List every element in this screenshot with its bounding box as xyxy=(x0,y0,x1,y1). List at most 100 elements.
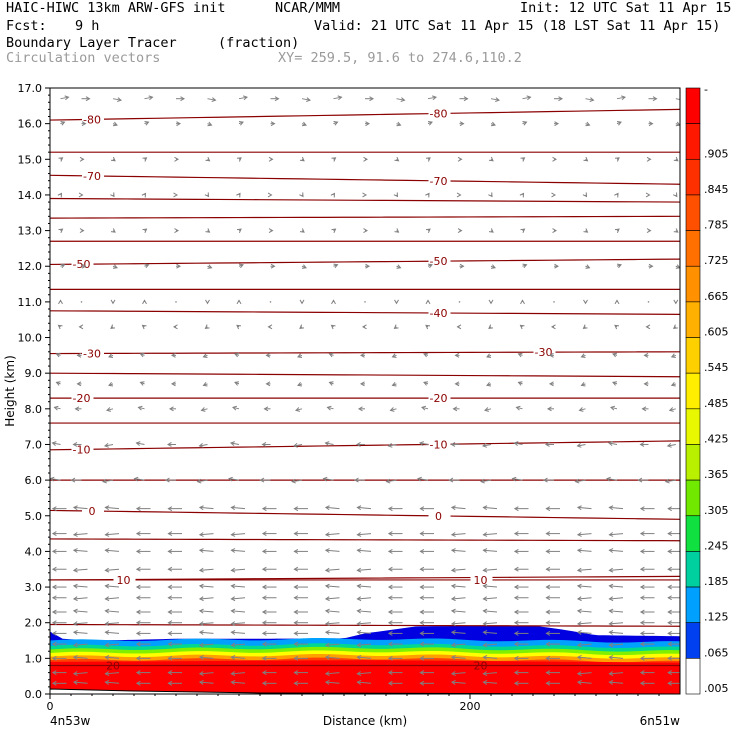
vector-arrow xyxy=(172,324,178,330)
vector-arrow xyxy=(639,670,655,676)
vector-arrow xyxy=(365,263,371,269)
contour-label: -20 xyxy=(430,392,448,405)
vector-arrow xyxy=(51,641,67,647)
vector-arrow xyxy=(576,583,592,589)
vector-arrow xyxy=(51,584,67,590)
y-tick-label: 14.0 xyxy=(18,189,43,202)
vector-arrow xyxy=(394,156,400,162)
vector-arrow xyxy=(301,97,311,102)
temperature-contour xyxy=(50,310,680,315)
vector-arrow xyxy=(356,608,372,614)
colorbar-segment xyxy=(685,230,701,267)
temperature-contour xyxy=(50,509,680,520)
colorbar-label: .245 xyxy=(704,539,729,552)
vector-arrow xyxy=(419,595,434,601)
vector-arrow xyxy=(167,655,182,661)
vector-arrow xyxy=(545,584,560,590)
vector-arrow xyxy=(419,566,434,572)
vector-arrow xyxy=(482,505,498,511)
vector-arrow xyxy=(261,655,277,661)
vector-arrow xyxy=(545,630,560,636)
vector-arrow xyxy=(356,567,372,573)
vector-arrow xyxy=(112,121,118,127)
vector-arrow xyxy=(608,608,624,614)
vector-arrow xyxy=(513,584,529,590)
vector-arrow xyxy=(387,670,403,676)
colorbar: - .905 .845 .785 .725 .665 .605 .545 .485 .425 .36… xyxy=(685,83,729,695)
colorbar-segment xyxy=(685,158,701,196)
vector-arrow xyxy=(520,228,526,233)
vector-arrow xyxy=(513,566,529,572)
contour-label: -50 xyxy=(430,255,448,268)
vector-layer xyxy=(50,95,680,686)
vector-arrow xyxy=(261,630,277,636)
vector-arrow xyxy=(482,583,498,589)
vector-arrow xyxy=(72,608,88,614)
vector-arrow xyxy=(648,263,654,269)
vector-arrow xyxy=(393,324,399,329)
vector-arrow xyxy=(552,156,558,162)
vector-arrow xyxy=(482,655,498,660)
vector-arrow xyxy=(324,655,340,660)
vector-arrow xyxy=(612,352,618,358)
vector-arrow xyxy=(542,477,554,483)
contour-label-bg xyxy=(428,306,451,318)
contour-label-bg xyxy=(428,438,451,450)
vector-arrow xyxy=(108,381,114,387)
vector-arrow xyxy=(236,299,242,305)
vector-arrow xyxy=(608,630,624,635)
colorbar-segment xyxy=(685,479,701,517)
vector-arrow xyxy=(513,641,529,647)
vector-arrow xyxy=(583,228,589,233)
vector-arrow xyxy=(419,609,434,615)
vector-arrow xyxy=(576,567,592,573)
vector-arrow xyxy=(576,596,592,602)
vector-arrow xyxy=(112,264,118,269)
vector-arrow xyxy=(482,567,498,573)
vector-arrow xyxy=(387,609,403,615)
vector-arrow xyxy=(545,595,560,601)
vector-arrow xyxy=(76,381,82,387)
vector-arrow xyxy=(639,620,655,626)
vector-arrow xyxy=(135,670,151,676)
vector-arrow xyxy=(51,609,67,615)
vector-arrow xyxy=(55,381,61,386)
vector-arrow xyxy=(672,192,678,198)
vector-arrow xyxy=(236,192,241,198)
vector-arrow xyxy=(139,381,145,386)
vector-arrow xyxy=(230,655,246,660)
vector-arrow xyxy=(614,299,620,305)
vector-arrow xyxy=(137,405,145,411)
colorbar-segment xyxy=(685,586,701,624)
vector-arrow xyxy=(57,324,63,330)
vector-arrow xyxy=(293,670,308,676)
vector-arrow xyxy=(135,655,151,661)
vector-arrow xyxy=(639,595,655,601)
vector-arrow xyxy=(606,476,618,482)
vector-arrow xyxy=(450,671,466,676)
vector-arrow xyxy=(608,596,624,602)
vector-arrow xyxy=(647,301,650,303)
vector-arrow xyxy=(488,299,494,305)
vector-arrow xyxy=(70,477,82,483)
contour-label: -10 xyxy=(73,443,91,456)
contour-label-bg xyxy=(82,113,104,125)
vector-arrow xyxy=(80,301,83,303)
colorbar-label: .005 xyxy=(704,682,729,695)
field-unit: (fraction) xyxy=(218,35,300,51)
vector-arrow xyxy=(53,405,61,411)
colorbar-segment xyxy=(685,372,701,410)
contour-label-bg xyxy=(71,258,94,270)
vector-arrow xyxy=(482,608,498,614)
contour-label: -20 xyxy=(73,392,91,405)
vector-arrow xyxy=(198,596,214,602)
vector-arrow xyxy=(585,121,591,127)
vector-arrow xyxy=(554,96,564,102)
vector-arrow xyxy=(482,532,498,537)
vector-arrow xyxy=(198,505,214,511)
vector-arrow xyxy=(387,531,403,537)
vector-arrow xyxy=(72,655,88,660)
vector-arrow xyxy=(608,441,618,446)
vector-arrow xyxy=(423,352,429,358)
